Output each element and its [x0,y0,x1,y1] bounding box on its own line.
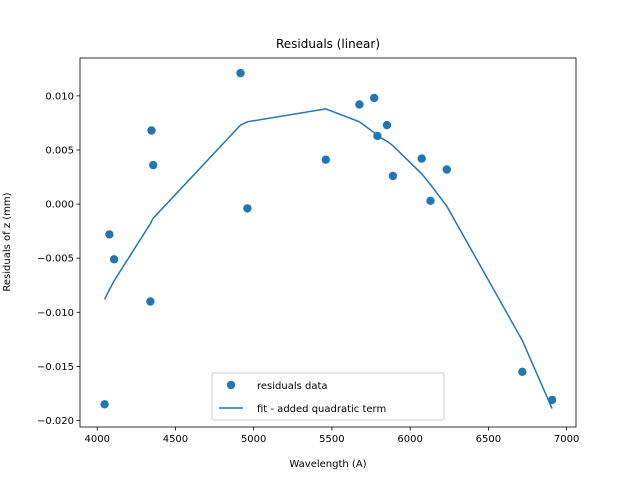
legend-marker-residuals [226,380,236,390]
x-axis: 4000 4500 5000 5500 6000 6500 7000 [84,427,579,445]
x-tick-label: 5500 [319,434,344,445]
data-point [146,297,155,306]
y-tick-label: −0.020 [37,416,74,427]
data-point [105,230,114,239]
data-point [147,126,156,135]
data-point [321,155,330,164]
x-tick-label: 6500 [476,434,501,445]
data-point [370,93,379,103]
data-point [355,100,364,109]
data-point [547,395,557,405]
data-point [426,196,435,205]
legend-label-residuals: residuals data [257,381,328,392]
legend-label-fit: fit - added quadratic term [257,404,386,415]
x-tick-label: 6000 [397,434,422,445]
x-tick-label: 7000 [554,434,579,445]
y-tick-label: −0.015 [37,362,74,373]
data-point [417,154,426,163]
y-axis: −0.020 −0.015 −0.010 −0.005 0.000 0.005 0.010 [37,91,80,427]
y-tick-label: 0.000 [45,200,74,211]
legend: residuals data fit - added quadratic ter… [211,372,445,421]
data-point [388,171,398,181]
data-point [442,165,451,174]
chart-title: Residuals (linear) [276,37,380,51]
y-tick-label: −0.005 [37,254,74,265]
plot-area [79,57,577,428]
data-point [382,120,392,130]
data-point [518,367,527,376]
data-point [243,204,252,213]
data-point [373,131,382,141]
y-tick-label: −0.010 [37,308,74,319]
data-point [236,68,245,78]
x-tick-label: 4500 [163,434,188,445]
axes-frame [79,57,577,428]
y-tick-label: 0.010 [45,91,74,102]
legend-box [211,372,445,421]
y-tick-label: 0.005 [45,145,74,156]
x-axis-label: Wavelength (A) [289,459,366,470]
x-tick-label: 4000 [84,434,109,445]
data-point [100,400,109,409]
data-point [109,255,119,264]
data-point [149,160,158,170]
x-tick-label: 5000 [241,434,266,445]
y-axis-label: Residuals of z (mm) [2,192,13,291]
fit-line [103,108,553,409]
